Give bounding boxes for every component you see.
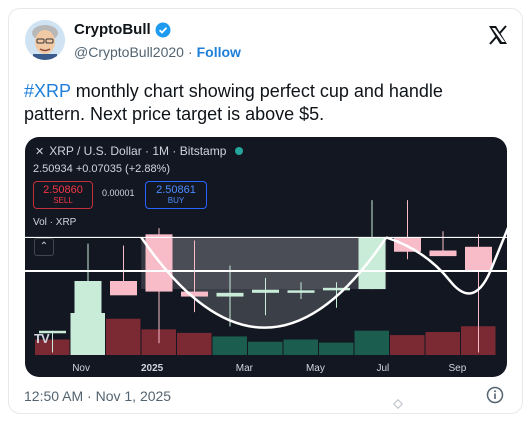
candle-body [39,330,66,334]
candle-body [465,246,492,272]
candle-body [181,291,208,297]
watermark [392,398,404,411]
avatar[interactable] [25,20,65,60]
x-logo-icon[interactable] [487,24,509,46]
spread-value: 0.00001 [102,188,135,198]
candle-body [110,281,137,296]
buy-label: BUY [167,196,185,205]
chart-image[interactable]: Nov 2025 Mar May Jul Sep ✕ XRP / U.S. Dollar … [25,137,507,377]
verified-badge-icon [155,22,171,37]
volume-bar [425,332,460,355]
x-tick-label: Sep [449,363,467,374]
x-tick-label: Mar [236,363,254,374]
volume-bar [106,318,141,355]
handle-outline [385,227,507,295]
x-tick-label: Jul [376,363,389,374]
candle-body [74,281,102,339]
volume-label: Vol · XRP [33,217,77,228]
volume-bar [354,330,389,355]
candle-body [429,250,457,257]
candle-body [323,287,350,291]
post-timestamp[interactable]: 12:50 AM · Nov 1, 2025 [24,388,172,404]
sell-button[interactable]: 2.50860 SELL [33,181,93,209]
volume-bar [319,342,354,355]
candlestick-chart: Nov 2025 Mar May Jul Sep [25,200,507,374]
volume-bar [212,336,247,355]
hashtag-link[interactable]: #XRP [24,81,71,101]
volume-bar [248,341,283,355]
collapse-button[interactable]: ⌃ [34,238,54,256]
author-handle[interactable]: @CryptoBull2020 [74,44,184,60]
cup-outline [140,236,388,329]
candle-body [252,289,279,293]
sell-value: 2.50860 [43,184,83,196]
x-tick-label: Nov [72,363,90,374]
avatar-portrait-icon [25,20,65,60]
cup-band [141,237,387,289]
volume-bar [283,339,318,355]
author-name-row: CryptoBull [74,21,171,38]
candle-body [287,290,315,293]
close-icon[interactable]: ✕ [35,145,45,158]
candle-body [394,237,421,252]
info-icon[interactable] [486,386,504,404]
binance-logo-icon [393,399,403,409]
market-open-dot-icon [235,147,244,155]
x-tick-label: May [306,363,325,374]
sell-label: SELL [53,196,73,205]
buy-value: 2.50861 [156,184,196,196]
tradingview-logo: TV [34,331,50,346]
chart-header: ✕ XRP / U.S. Dollar · 1M · Bitstamp [35,144,244,158]
candle-body [216,292,244,297]
handle-separator: · [187,44,193,60]
buy-button[interactable]: 2.50861 BUY [145,181,207,209]
volume-bar [390,335,425,355]
chart-price-line: 2.50934 +0.07035 (+2.88%) [33,163,171,175]
tweet-body: monthly chart showing perfect cup and ha… [24,81,443,124]
volume-bar [177,332,212,355]
chart-symbol-line: XRP / U.S. Dollar · 1M · Bitstamp [49,144,227,158]
handle-row: @CryptoBull2020 · Follow [74,44,241,60]
tweet-text: #XRP monthly chart showing perfect cup a… [24,80,504,126]
follow-button[interactable]: Follow [196,44,241,60]
x-tick-label: 2025 [141,363,164,374]
author-name[interactable]: CryptoBull [74,21,151,38]
